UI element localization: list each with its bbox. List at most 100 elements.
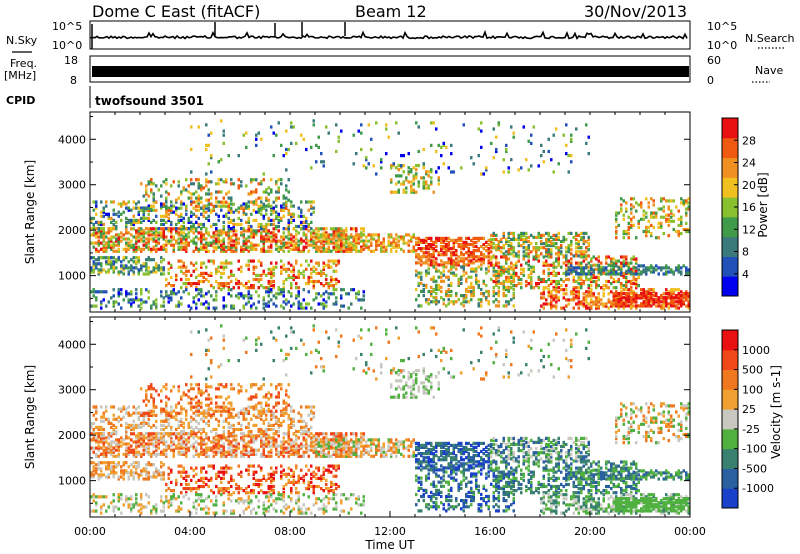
power-cell <box>262 202 265 206</box>
power-cell <box>642 213 645 217</box>
colorbar-tick-label: 12 <box>742 223 756 236</box>
power-cell <box>450 265 453 269</box>
power-cell <box>300 263 303 267</box>
power-cell <box>505 149 508 154</box>
velocity-cell <box>165 454 168 458</box>
power-cell <box>562 296 565 300</box>
power-cell <box>657 298 660 302</box>
power-cell <box>112 243 115 247</box>
power-cell <box>200 263 203 267</box>
power-cell <box>622 217 625 221</box>
power-cell <box>650 266 653 270</box>
velocity-cell <box>290 444 293 448</box>
velocity-cell <box>180 452 183 456</box>
power-cell <box>687 300 690 304</box>
power-cell <box>660 207 663 211</box>
power-cell <box>175 229 178 233</box>
power-cell <box>555 300 558 304</box>
power-cell <box>177 220 180 224</box>
power-cell <box>620 304 623 308</box>
power-cell <box>297 306 300 310</box>
power-cell <box>220 158 223 162</box>
power-cell <box>480 292 483 296</box>
power-cell <box>305 227 308 231</box>
power-cell <box>95 296 98 300</box>
power-cell <box>187 269 190 273</box>
power-cell <box>182 245 185 249</box>
power-cell <box>277 218 280 222</box>
power-cell <box>575 296 578 300</box>
power-cell <box>277 288 280 292</box>
power-cell <box>210 180 213 184</box>
power-cell <box>367 247 370 251</box>
velocity-cell <box>242 438 245 442</box>
power-cell <box>310 231 313 235</box>
power-cell <box>397 245 400 249</box>
power-cell <box>562 279 565 284</box>
power-cell <box>645 229 648 234</box>
power-cell <box>147 256 150 260</box>
power-cell <box>95 258 98 262</box>
velocity-cell <box>220 444 223 448</box>
power-cell <box>95 204 98 208</box>
power-cell <box>635 201 638 205</box>
velocity-cell <box>262 440 265 444</box>
power-cell <box>105 231 108 235</box>
power-cell <box>132 200 135 204</box>
power-cell <box>595 298 598 302</box>
power-cell <box>167 241 170 245</box>
power-cell <box>687 197 690 201</box>
power-cell <box>90 266 93 270</box>
power-cell <box>470 298 473 302</box>
power-cell <box>140 231 143 235</box>
power-cell <box>232 249 235 253</box>
power-cell <box>597 275 600 279</box>
velocity-cell <box>282 450 285 454</box>
power-cell <box>160 256 163 260</box>
power-cell <box>320 160 323 164</box>
velocity-cell <box>297 452 300 456</box>
power-cell <box>200 265 203 269</box>
power-cell <box>125 202 128 206</box>
velocity-cell <box>95 454 98 458</box>
power-cell <box>510 248 513 252</box>
power-cell <box>152 258 155 262</box>
power-cell <box>390 235 393 239</box>
power-cell <box>645 296 648 300</box>
power-cell <box>232 239 235 243</box>
power-cell <box>617 292 620 296</box>
power-cell <box>415 253 418 257</box>
power-cell <box>680 272 683 276</box>
power-cell <box>135 266 138 270</box>
velocity-cell <box>137 434 140 438</box>
power-cell <box>212 245 215 249</box>
power-cell <box>190 170 193 174</box>
power-cell <box>135 262 138 266</box>
power-cell <box>265 233 268 237</box>
velocity-cell <box>295 442 298 446</box>
power-cell <box>670 290 673 294</box>
power-cell <box>460 244 463 249</box>
power-cell <box>655 294 658 298</box>
power-cell <box>685 298 688 302</box>
power-cell <box>235 241 238 245</box>
power-cell <box>307 277 310 282</box>
power-cell <box>127 241 130 245</box>
velocity-cell <box>107 434 110 438</box>
power-cell <box>205 204 208 208</box>
power-cell <box>425 283 428 287</box>
power-cell <box>412 178 415 182</box>
power-cell <box>295 241 298 245</box>
power-cell <box>157 188 160 192</box>
power-cell <box>282 306 285 310</box>
power-cell <box>110 235 113 239</box>
power-cell <box>217 200 220 204</box>
power-cell <box>597 277 600 282</box>
velocity-cell <box>105 446 108 450</box>
power-cell <box>242 212 245 216</box>
power-cell <box>452 251 455 255</box>
power-cell <box>510 275 513 279</box>
power-cell <box>240 245 243 249</box>
power-cell <box>620 268 623 272</box>
power-cell <box>325 237 328 241</box>
